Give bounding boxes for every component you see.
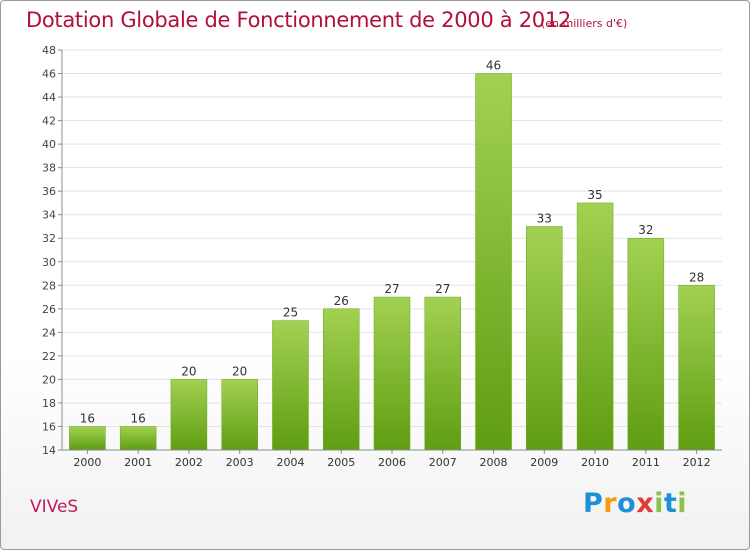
y-tick-label: 18 [42, 397, 56, 410]
x-tick-label-2001: 2001 [124, 456, 152, 469]
data-label-2008: 46 [486, 59, 501, 73]
logo-letter: i [654, 488, 664, 519]
x-tick-label-2002: 2002 [175, 456, 203, 469]
x-tick-label-2011: 2011 [632, 456, 660, 469]
logo-letter: x [636, 488, 655, 519]
x-tick-label-2008: 2008 [480, 456, 508, 469]
bar-2007 [424, 296, 462, 451]
data-label-2009: 33 [537, 211, 552, 225]
bar-2010 [576, 202, 614, 451]
logo-letter: P [583, 488, 604, 519]
y-tick-label: 16 [42, 420, 56, 433]
y-tick-label: 26 [42, 303, 56, 316]
x-tick-label-2012: 2012 [683, 456, 711, 469]
x-tick-label-2005: 2005 [327, 456, 355, 469]
chart-unit: (en milliers d'€) [541, 17, 628, 30]
x-tick-label-2004: 2004 [276, 456, 304, 469]
data-label-2002: 20 [181, 364, 196, 378]
data-label-2007: 27 [435, 282, 450, 296]
chart-title: Dotation Globale de Fonctionnement de 20… [26, 8, 571, 32]
data-label-2011: 32 [638, 223, 653, 237]
bar-2012 [678, 285, 715, 451]
bar-2004 [272, 320, 309, 451]
y-tick-label: 38 [42, 162, 56, 175]
data-label-2003: 20 [232, 364, 247, 378]
x-tick-label-2006: 2006 [378, 456, 406, 469]
logo-letter: t [663, 488, 678, 519]
y-tick-label: 24 [42, 326, 56, 339]
commune-name: VIVeS [30, 497, 79, 517]
proxiti-logo[interactable]: Proxiti [583, 488, 687, 519]
x-tick-label-2010: 2010 [581, 456, 609, 469]
y-tick-label: 14 [42, 444, 56, 457]
data-label-2010: 35 [587, 188, 602, 202]
y-tick-label: 34 [42, 209, 56, 222]
data-label-2004: 25 [283, 306, 298, 320]
bar-2008 [475, 73, 512, 451]
x-tick-label-2003: 2003 [226, 456, 254, 469]
bar-2005 [322, 308, 360, 451]
bar-2009 [526, 226, 563, 451]
x-tick-label-2000: 2000 [73, 456, 101, 469]
bar-2011 [627, 237, 665, 451]
bar-2002 [170, 379, 208, 451]
bar-2000 [69, 426, 106, 451]
y-tick-label: 40 [42, 138, 56, 151]
data-label-2005: 26 [334, 294, 349, 308]
logo-letter: o [617, 488, 637, 519]
x-tick-label-2007: 2007 [429, 456, 457, 469]
bar-2003 [221, 379, 258, 451]
y-tick-label: 44 [42, 91, 56, 104]
bar-2001 [119, 426, 157, 451]
y-tick-label: 22 [42, 350, 56, 363]
y-tick-label: 42 [42, 115, 56, 128]
y-tick-label: 32 [42, 232, 56, 245]
data-label-2001: 16 [131, 411, 146, 425]
y-tick-label: 30 [42, 256, 56, 269]
x-tick-label-2009: 2009 [530, 456, 558, 469]
data-label-2006: 27 [384, 282, 399, 296]
data-label-2012: 28 [689, 270, 704, 284]
bar-2006 [373, 296, 411, 451]
y-tick-label: 20 [42, 373, 56, 386]
y-tick-label: 28 [42, 279, 56, 292]
logo-letter: r [603, 488, 618, 519]
data-label-2000: 16 [80, 411, 95, 425]
logo-letter: i [677, 488, 688, 519]
y-tick-label: 48 [42, 44, 56, 57]
y-tick-label: 36 [42, 185, 56, 198]
y-tick-label: 46 [42, 68, 56, 81]
